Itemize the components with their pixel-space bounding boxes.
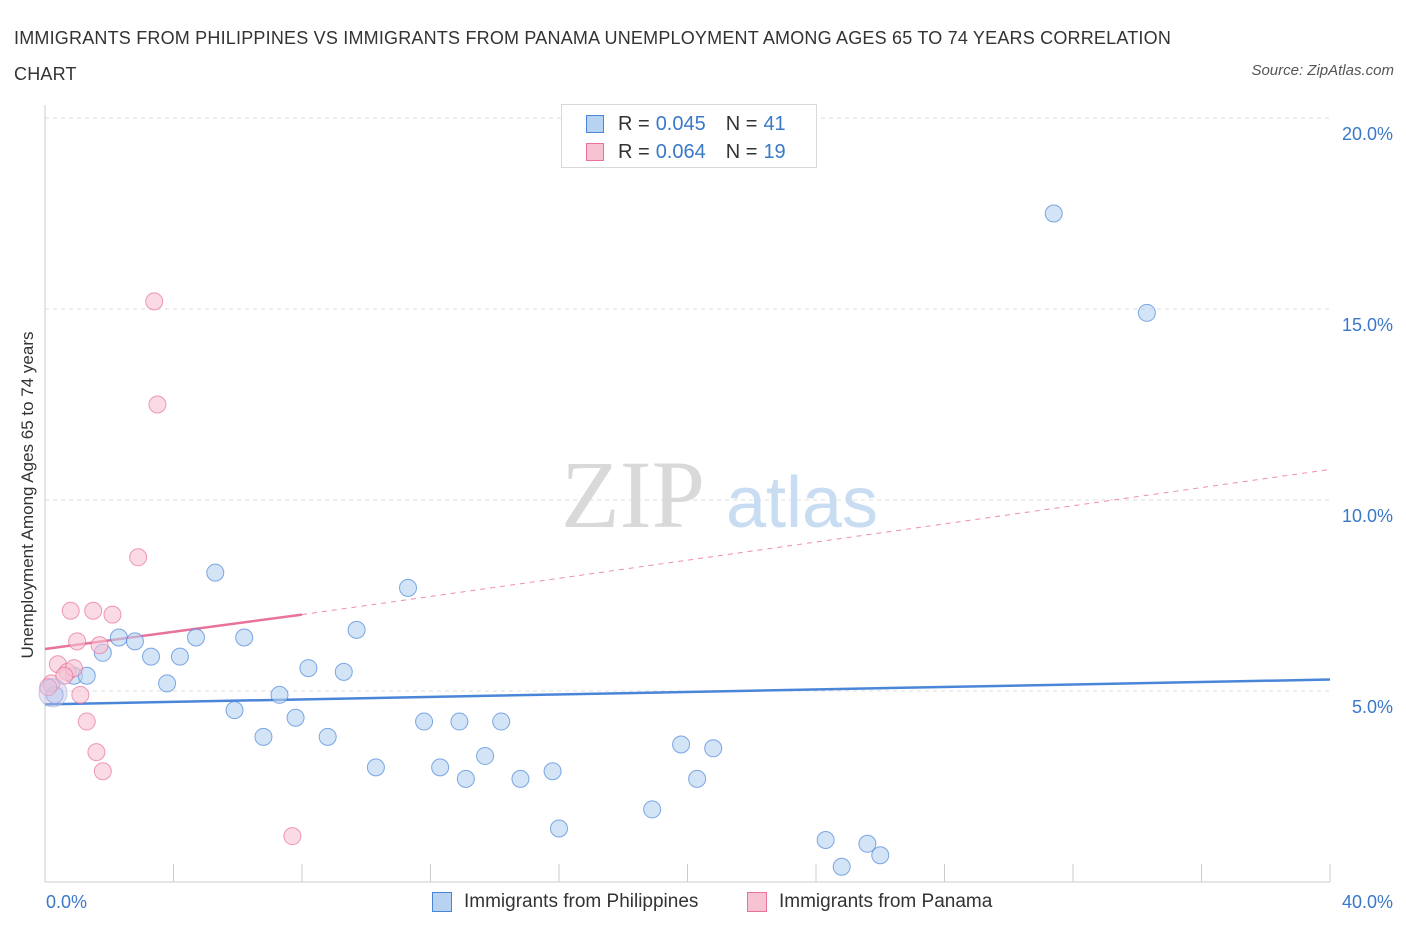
y-axis-label: Unemployment Among Ages 65 to 74 years — [18, 332, 37, 659]
chart-title: IMMIGRANTS FROM PHILIPPINES VS IMMIGRANT… — [14, 28, 1172, 84]
watermark-zip: ZIP — [561, 441, 705, 548]
philippines-point — [186, 628, 205, 647]
philippines-point — [270, 685, 289, 704]
philippines-point — [643, 800, 662, 819]
philippines-point — [142, 647, 161, 666]
philippines-point — [366, 758, 385, 777]
philippines-point — [347, 620, 366, 639]
panama-point — [84, 601, 103, 620]
philippines-legend-label: Immigrants from Philippines — [464, 891, 699, 912]
philippines-point — [1044, 204, 1063, 223]
philippines-point — [235, 628, 254, 647]
overlap-point — [38, 678, 68, 708]
y-tick-label: 10.0% — [1342, 506, 1393, 526]
panama-point — [148, 395, 167, 414]
philippines-swatch — [586, 115, 604, 133]
panama-point — [77, 712, 96, 731]
stats-legend: R = 0.045 N = 41 R = 0.064 N = 19 — [561, 104, 817, 168]
source-label: Source: ZipAtlas.com — [1251, 62, 1394, 79]
panama-point — [90, 636, 109, 655]
philippines-point — [456, 769, 475, 788]
r-label: R = — [618, 140, 650, 163]
philippines-point — [286, 708, 305, 727]
philippines-point — [832, 857, 851, 876]
axes — [44, 105, 1331, 883]
n-value: 41 — [763, 112, 786, 135]
philippines-point — [704, 739, 723, 758]
philippines-point — [858, 834, 877, 853]
watermark-atlas: atlas — [726, 463, 878, 543]
gridlines — [45, 117, 1330, 692]
philippines-point — [225, 701, 244, 720]
philippines-point — [543, 762, 562, 781]
philippines-point — [109, 628, 128, 647]
panama-point — [129, 548, 148, 567]
philippines-point — [511, 769, 530, 788]
data-points — [38, 204, 1156, 876]
x-tick-label: 0.0% — [46, 892, 87, 912]
legend-row-panama: R = 0.064 N = 19 — [586, 138, 786, 166]
panama-point — [93, 762, 112, 781]
panama-trend-extension — [301, 468, 1331, 616]
philippines-point — [206, 563, 225, 582]
panama-point — [87, 743, 106, 762]
philippines-point — [672, 735, 691, 754]
r-label: R = — [618, 112, 650, 135]
philippines-trend-line — [44, 678, 1331, 706]
philippines-point — [431, 758, 450, 777]
philippines-point — [299, 659, 318, 678]
panama-point — [145, 292, 164, 311]
philippines-point — [334, 662, 353, 681]
panama-trend-line — [44, 613, 303, 651]
n-label: N = — [725, 112, 758, 135]
philippines-point — [399, 578, 418, 597]
philippines-point — [550, 819, 568, 838]
y-tick-label: 5.0% — [1352, 697, 1393, 717]
r-value: 0.064 — [655, 140, 706, 163]
series-legend-philippines: Immigrants from Philippines — [432, 888, 698, 916]
y-tick-label: 20.0% — [1342, 124, 1393, 144]
x-tick-labels: 0.0% 40.0% — [46, 892, 1393, 912]
philippines-point — [158, 674, 177, 693]
y-tick-label: 15.0% — [1342, 315, 1393, 335]
philippines-point — [170, 647, 189, 666]
panama-point — [71, 685, 90, 704]
r-value: 0.045 — [655, 112, 706, 135]
watermark: ZIP atlas — [561, 441, 878, 548]
philippines-legend-swatch — [432, 892, 452, 912]
philippines-point — [450, 712, 469, 731]
trend-lines — [44, 468, 1331, 706]
x-tick-label: 40.0% — [1342, 892, 1393, 912]
panama-legend-swatch — [747, 892, 767, 912]
philippines-point — [318, 727, 337, 746]
philippines-point — [254, 727, 273, 746]
panama-point — [68, 632, 87, 651]
philippines-point — [492, 712, 511, 731]
panama-point — [61, 601, 80, 620]
y-tick-labels: 5.0% 10.0% 15.0% 20.0% — [1342, 124, 1393, 717]
philippines-point — [871, 846, 890, 865]
series-legend-panama: Immigrants from Panama — [747, 888, 992, 916]
panama-point — [103, 605, 122, 624]
philippines-point — [816, 830, 835, 849]
panama-legend-label: Immigrants from Panama — [779, 891, 993, 912]
panama-point — [283, 827, 302, 846]
panama-swatch — [586, 143, 604, 161]
legend-row-philippines: R = 0.045 N = 41 — [586, 110, 786, 138]
philippines-point — [415, 712, 434, 731]
philippines-point — [688, 769, 707, 788]
philippines-point — [476, 746, 495, 765]
philippines-point — [125, 632, 144, 651]
n-value: 19 — [763, 140, 786, 163]
philippines-point — [1137, 303, 1156, 322]
n-label: N = — [725, 140, 758, 163]
